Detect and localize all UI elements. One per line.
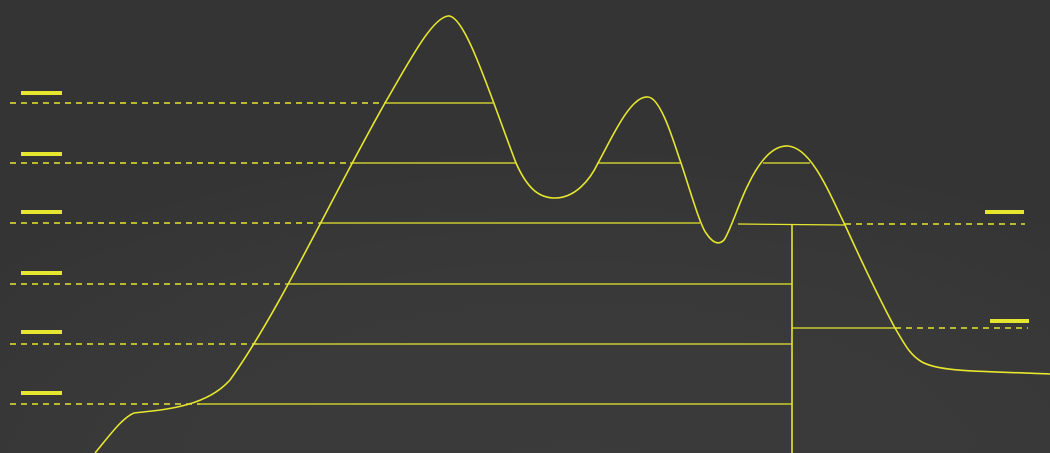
contour-lines bbox=[200, 102, 895, 405]
level-markers bbox=[21, 91, 1029, 395]
dashed-guides-left bbox=[10, 102, 385, 405]
dashed-guides-right bbox=[845, 223, 1028, 329]
terrain-profile-curve bbox=[94, 15, 1050, 453]
